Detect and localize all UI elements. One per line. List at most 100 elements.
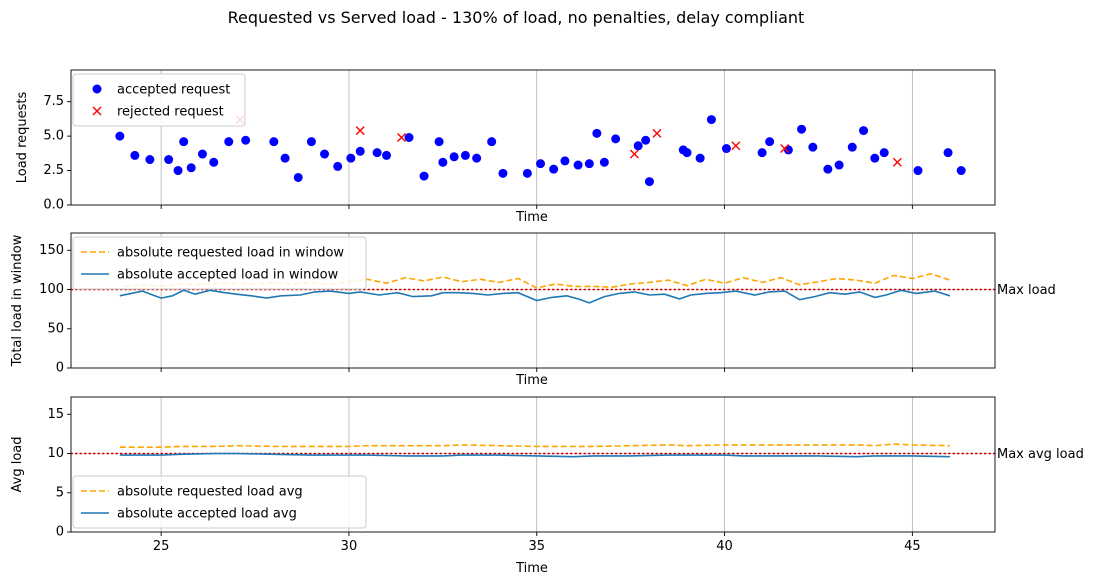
x-axis-label: Time [515, 561, 548, 576]
accepted-request-point [320, 149, 330, 159]
legend-item: rejected request [92, 105, 224, 120]
x-tick-label: 35 [528, 539, 545, 554]
accepted-request-point [633, 141, 643, 151]
accepted-request-point [130, 150, 140, 160]
accepted-request-point [179, 137, 189, 147]
y-tick-label: 100 [39, 282, 64, 297]
accepted-request-point [757, 148, 767, 158]
x-mark-stroke [780, 144, 790, 154]
accepted-request-point [438, 157, 448, 167]
legend-label: accepted request [117, 83, 230, 98]
accepted-request-point [419, 171, 429, 181]
accepted-request-point [913, 166, 923, 176]
rejected-request-point [355, 126, 365, 136]
accepted-request-point [823, 164, 833, 174]
x-tick-label: 45 [904, 539, 921, 554]
accepted-request-point [487, 137, 497, 147]
y-axis-label: Avg load [10, 437, 25, 493]
y-tick-label: 150 [39, 243, 64, 258]
accepted-request-point [706, 115, 716, 125]
x-mark-stroke [397, 133, 407, 142]
accepted-request-point [241, 135, 251, 145]
x-mark-stroke [355, 126, 365, 136]
accepted-request-point [834, 160, 844, 170]
accepted-request-point [599, 157, 609, 167]
rejected-request-point [780, 144, 790, 154]
y-tick-label: 5 [56, 485, 64, 500]
accepted-request-point [641, 135, 651, 145]
accepted-request-point [186, 163, 196, 173]
accepted-request-point [797, 124, 807, 134]
legend-box [72, 73, 246, 127]
accepted-request-point [355, 146, 365, 156]
accepted-request-point [115, 131, 125, 141]
accepted-request-point [269, 137, 279, 147]
panel-1: 0.0 2.5 5.0 7.5 Time Load requests accepted re… [15, 69, 996, 225]
accepted-request-point [460, 150, 470, 160]
y-tick-label: 0.0 [43, 198, 64, 213]
accepted-request-point [956, 166, 966, 176]
plot-frame [70, 396, 996, 533]
y-tick-label: 50 [47, 321, 64, 336]
accepted-request-point [306, 137, 316, 147]
accepted-request-point [682, 148, 692, 158]
figure-title: Requested vs Served load - 130% of load,… [228, 8, 805, 27]
limit-line-label: Max load [997, 283, 1056, 298]
x-mark-stroke [892, 157, 902, 167]
x-mark-stroke [629, 149, 639, 159]
accepted-request-point [449, 152, 459, 162]
accepted-request-point [209, 157, 219, 167]
accepted-request-point [434, 137, 444, 147]
rejected-request-point [731, 141, 741, 151]
accepted-request-point [560, 156, 570, 166]
y-tick-label: 10 [47, 446, 64, 461]
accepted-request-point [197, 149, 207, 159]
legend-label: absolute requested load avg [117, 485, 303, 500]
rejected-request-point [892, 157, 902, 167]
accepted-request-point [382, 150, 392, 160]
legend: absolute requested load avg absolute acce… [72, 475, 367, 529]
requested-load-line [119, 443, 950, 449]
legend-swatch-circle [92, 84, 102, 94]
x-mark-stroke [731, 141, 741, 151]
accepted-request-point [498, 168, 508, 178]
legend-item: absolute requested load avg [81, 485, 303, 500]
x-axis-label: Time [515, 210, 548, 225]
accepted-request-point [472, 153, 482, 163]
accepted-request-point [372, 148, 382, 158]
y-tick-label: 2.5 [43, 163, 64, 178]
legend-label: absolute accepted load in window [117, 268, 339, 283]
legend-box [72, 236, 367, 290]
accepted-request-point [522, 168, 532, 178]
accepted-request-point [293, 172, 303, 182]
y-tick-label: 0 [56, 361, 64, 376]
y-axis-label: Total load in window [10, 234, 25, 367]
y-tick-label: 7.5 [43, 94, 64, 109]
accepted-request-point [145, 155, 155, 165]
accepted-load-line [119, 289, 951, 304]
legend-item: absolute accepted load in window [81, 268, 339, 283]
accepted-request-point [536, 159, 546, 169]
accepted-request-point [870, 153, 880, 163]
rejected-request-point [629, 149, 639, 159]
limit-line-label: Max avg load [997, 447, 1084, 462]
accepted-request-point [943, 148, 953, 158]
accepted-request-point [695, 153, 705, 163]
x-axis-label: Time [515, 373, 548, 388]
legend-item: absolute requested load in window [81, 246, 344, 261]
accepted-request-point [280, 153, 290, 163]
panel-3: Max avg load 25 30 35 40 45 0 5 10 15 Time Avg load… [10, 396, 1084, 576]
rejected-request-point [397, 133, 407, 142]
legend-label: rejected request [117, 105, 224, 120]
y-tick-label: 0 [56, 525, 64, 540]
legend-item: absolute accepted load avg [81, 507, 297, 522]
x-tick-label: 40 [716, 539, 733, 554]
y-axis-label: Load requests [15, 92, 30, 184]
accepted-load-line [119, 452, 950, 458]
accepted-request-point [721, 144, 731, 154]
accepted-request-point [859, 126, 869, 136]
accepted-request-point [573, 160, 583, 170]
legend: accepted request rejected request [72, 73, 246, 127]
y-tick-label: 15 [47, 407, 64, 422]
